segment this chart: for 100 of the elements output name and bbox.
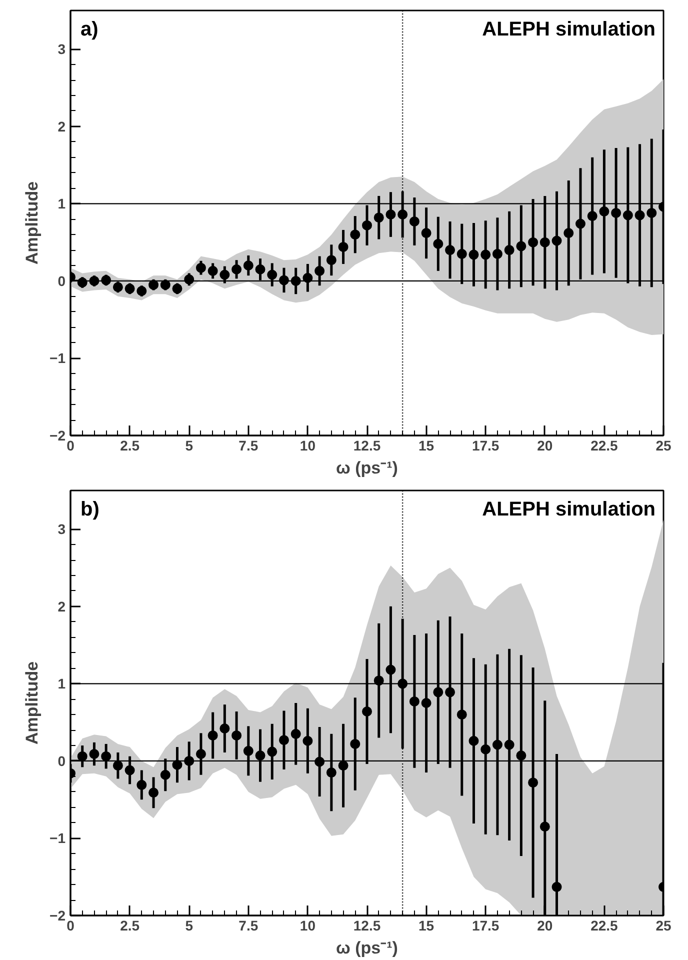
point xyxy=(398,210,408,220)
y-tick-label: 0 xyxy=(58,272,66,289)
x-tick-label: 10 xyxy=(300,438,316,454)
x-tick-label: 5 xyxy=(185,438,194,454)
x-tick-label: 15 xyxy=(418,438,434,454)
x-tick-label: 5 xyxy=(185,918,194,934)
annotation: ALEPH simulation xyxy=(482,18,656,40)
point xyxy=(220,724,230,734)
point xyxy=(208,730,218,740)
point xyxy=(362,706,372,716)
point xyxy=(552,882,562,892)
point xyxy=(302,736,313,746)
point xyxy=(456,710,467,720)
y-tick-label: −2 xyxy=(50,908,66,924)
point xyxy=(552,236,562,246)
point xyxy=(136,780,147,790)
point xyxy=(468,250,479,260)
point xyxy=(255,750,266,761)
x-axis-title: ω (ps⁻¹) xyxy=(336,938,398,958)
y-axis-title: Amplitude xyxy=(22,181,42,265)
point xyxy=(338,242,348,252)
y-tick-label: 3 xyxy=(58,521,66,538)
y-tick-label: −1 xyxy=(50,830,66,846)
point xyxy=(196,749,206,759)
point xyxy=(148,788,159,798)
point xyxy=(112,282,123,292)
y-tick-label: 2 xyxy=(58,598,66,614)
point xyxy=(172,760,182,770)
point xyxy=(290,728,301,739)
point xyxy=(326,255,336,266)
x-tick-label: 7.5 xyxy=(238,918,258,934)
point xyxy=(634,210,645,220)
point xyxy=(516,241,526,252)
x-tick-label: 22.5 xyxy=(590,438,618,454)
y-tick-label: 1 xyxy=(58,196,66,212)
point xyxy=(433,687,444,698)
annotation: ALEPH simulation xyxy=(482,498,656,520)
x-tick-label: 2.5 xyxy=(120,438,140,454)
point xyxy=(433,238,444,249)
y-tick-label: 3 xyxy=(58,41,66,58)
point xyxy=(232,730,242,740)
point xyxy=(516,750,526,761)
point xyxy=(575,218,586,229)
point xyxy=(421,228,432,238)
point xyxy=(599,206,610,216)
x-tick-label: 22.5 xyxy=(590,918,618,934)
point xyxy=(409,216,420,226)
point xyxy=(255,264,266,274)
point xyxy=(374,212,384,223)
point xyxy=(622,210,633,220)
point xyxy=(338,760,348,771)
point xyxy=(101,751,112,762)
x-tick-label: 17.5 xyxy=(472,438,500,454)
x-axis-title: ω (ps⁻¹) xyxy=(336,458,398,478)
point xyxy=(160,770,170,780)
point xyxy=(564,228,574,238)
y-tick-label: 0 xyxy=(58,752,66,769)
y-tick-label: 2 xyxy=(58,118,66,134)
point xyxy=(386,210,396,220)
point xyxy=(528,237,538,248)
point xyxy=(456,248,467,259)
point xyxy=(528,778,538,788)
point xyxy=(504,740,514,750)
point xyxy=(220,270,230,280)
point xyxy=(492,740,502,750)
x-tick-label: 7.5 xyxy=(238,438,258,454)
point xyxy=(362,220,372,230)
x-tick-label: 2.5 xyxy=(120,918,140,934)
point xyxy=(208,266,218,276)
annotation: a) xyxy=(80,18,98,40)
x-tick-label: 25 xyxy=(656,918,672,934)
point xyxy=(160,280,170,290)
y-tick-label: −2 xyxy=(50,428,66,444)
point xyxy=(480,744,491,754)
point xyxy=(468,736,479,746)
point xyxy=(267,746,278,757)
x-tick-label: 12.5 xyxy=(353,918,381,934)
point xyxy=(232,264,242,274)
point xyxy=(314,266,325,276)
point xyxy=(267,270,278,280)
y-axis-title: Amplitude xyxy=(22,661,42,745)
point xyxy=(409,696,420,706)
point xyxy=(646,208,657,218)
point xyxy=(445,245,456,256)
point xyxy=(611,208,622,218)
x-tick-label: 10 xyxy=(300,918,316,934)
point xyxy=(421,698,432,708)
x-tick-label: 25 xyxy=(656,438,672,454)
point xyxy=(136,286,147,296)
annotation: b) xyxy=(80,498,100,520)
x-tick-label: 15 xyxy=(418,918,434,934)
point xyxy=(540,822,550,832)
x-tick-label: 12.5 xyxy=(353,438,381,454)
point xyxy=(172,284,182,294)
x-tick-label: 20 xyxy=(537,918,553,934)
point xyxy=(77,751,88,762)
point xyxy=(504,245,514,256)
point xyxy=(124,284,135,294)
point xyxy=(492,248,502,259)
point xyxy=(350,230,360,240)
